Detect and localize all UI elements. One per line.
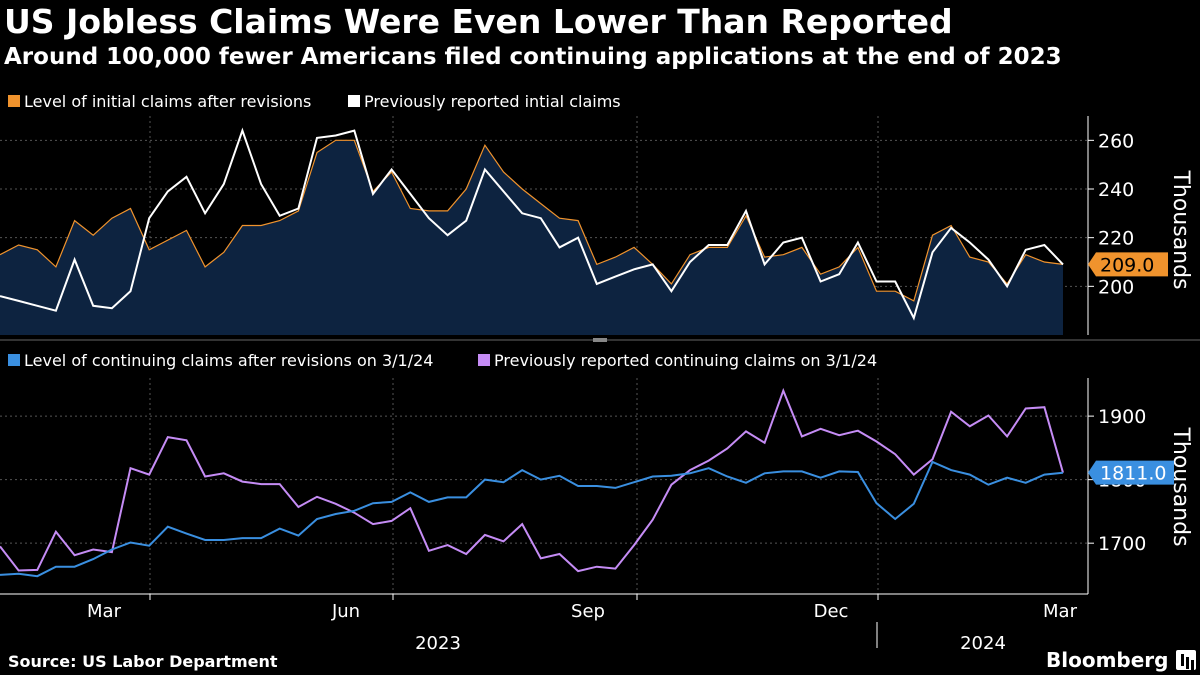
chart-title: US Jobless Claims Were Even Lower Than R… bbox=[4, 2, 953, 41]
y-tick-label: 200 bbox=[1098, 276, 1134, 298]
series-previous-continuing-line bbox=[0, 387, 1064, 573]
chart-subtitle: Around 100,000 fewer Americans filed con… bbox=[4, 44, 1062, 70]
series-revised-continuing-line bbox=[0, 460, 1064, 578]
end-value-badge bbox=[1088, 460, 1174, 485]
end-value-badge bbox=[1088, 252, 1168, 277]
legend-swatch-revised-initial bbox=[8, 95, 20, 107]
x-year-label: 2023 bbox=[415, 633, 461, 654]
panel-divider-handle bbox=[593, 338, 607, 342]
legend-label-previous-initial: Previously reported intial claims bbox=[364, 92, 621, 111]
x-tick-label: Jun bbox=[331, 601, 360, 622]
x-tick-label: Mar bbox=[1043, 601, 1078, 622]
x-tick-label: Dec bbox=[814, 601, 849, 622]
y-tick-label: 1900 bbox=[1098, 406, 1146, 428]
series-revised-initial-area bbox=[0, 140, 1063, 335]
x-tick-label: Sep bbox=[571, 601, 605, 622]
bloomberg-mark-icon bbox=[1176, 650, 1196, 670]
y-tick-label: 220 bbox=[1098, 228, 1134, 250]
top-unit-label: Thousands bbox=[1168, 169, 1193, 289]
x-tick-label: Mar bbox=[87, 601, 122, 622]
end-value-label: 209.0 bbox=[1100, 254, 1154, 276]
y-tick-label: 260 bbox=[1098, 130, 1134, 152]
legend-label-previous-continuing: Previously reported continuing claims on… bbox=[494, 351, 877, 370]
legend-label-revised-initial: Level of initial claims after revisions bbox=[24, 92, 311, 111]
legend-swatch-revised-continuing bbox=[8, 354, 20, 366]
series-previous-initial-line bbox=[0, 127, 1064, 321]
source-note: Source: US Labor Department bbox=[8, 652, 278, 671]
y-tick-label: 240 bbox=[1098, 179, 1134, 201]
x-year-label: 2024 bbox=[960, 633, 1006, 654]
bloomberg-logo: Bloomberg bbox=[1046, 648, 1169, 672]
y-tick-label: 1700 bbox=[1098, 533, 1146, 555]
series-revised-initial-line bbox=[0, 139, 1064, 302]
legend-swatch-previous-initial bbox=[348, 95, 360, 107]
bottom-unit-label: Thousands bbox=[1168, 426, 1193, 546]
legend-label-revised-continuing: Level of continuing claims after revisio… bbox=[24, 351, 433, 370]
legend-swatch-previous-continuing bbox=[478, 354, 490, 366]
end-value-label: 1811.0 bbox=[1100, 463, 1166, 485]
